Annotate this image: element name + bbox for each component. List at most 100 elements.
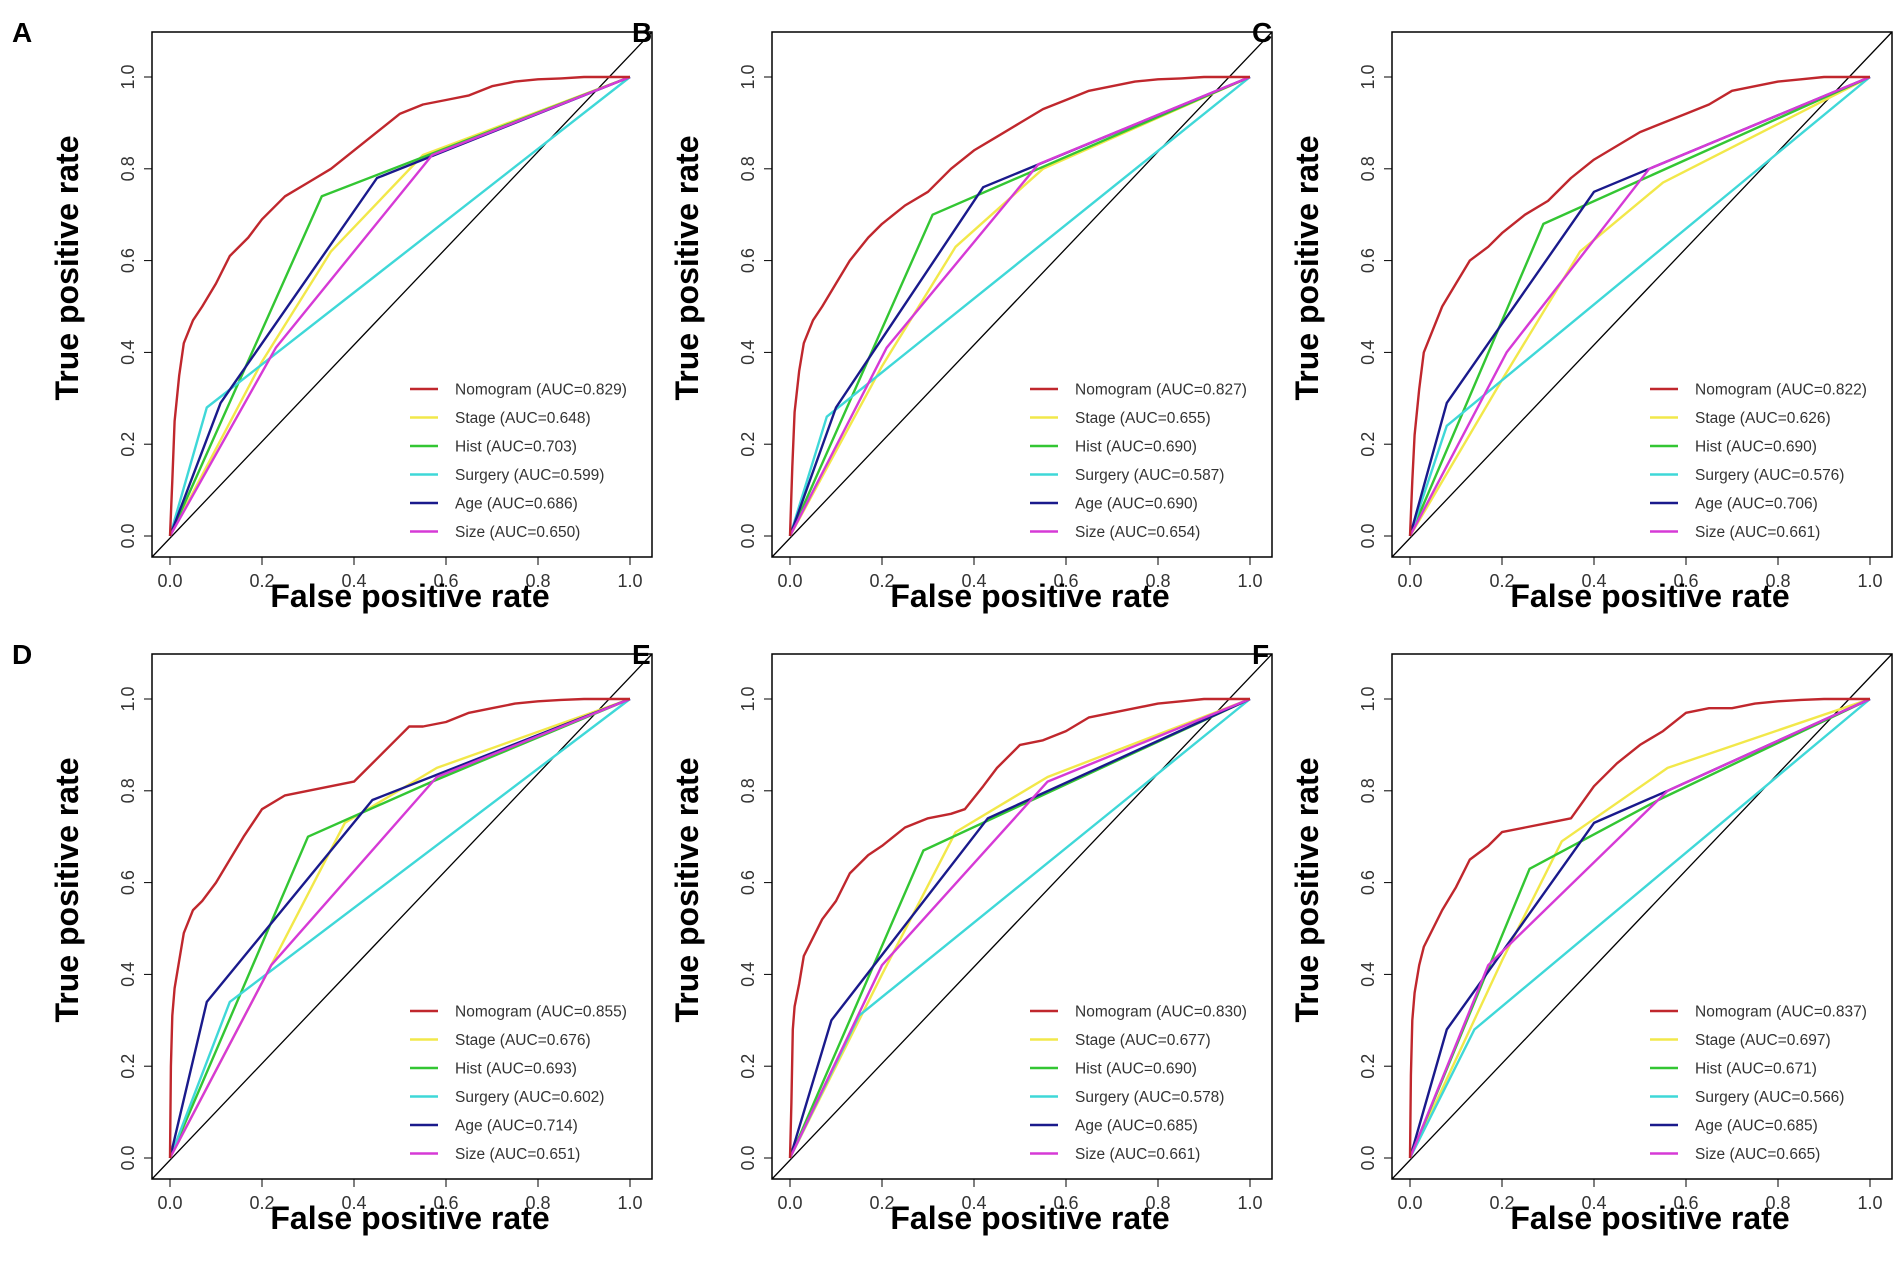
y-tick-label: 0.8 bbox=[1358, 778, 1378, 803]
series-line-size bbox=[1408, 75, 1871, 537]
y-tick-label: 0.6 bbox=[1358, 870, 1378, 895]
y-tick-label: 0.4 bbox=[1358, 340, 1378, 365]
y-tick-label: 0.2 bbox=[738, 1054, 758, 1079]
x-tick-label: 0.6 bbox=[1053, 1193, 1078, 1213]
y-axis: 0.0 0.2 0.4 0.6 0.8 1.0 bbox=[738, 64, 772, 549]
series-line-nomogram bbox=[1408, 75, 1870, 537]
legend-label-surgery: Surgery (AUC=0.599) bbox=[455, 467, 604, 484]
series-line-nomogram bbox=[168, 697, 630, 1159]
x-tick-label: 0.6 bbox=[433, 1193, 458, 1213]
y-tick-label: 0.0 bbox=[1358, 1145, 1378, 1170]
panel-a: A 0.0 0.2 0.4 0.6 0.8 1.0 0.0 0.2 0.4 0.6 0.8 1.0 Fal… bbox=[12, 17, 653, 614]
y-tick-label: 0.2 bbox=[1358, 432, 1378, 457]
y-tick-label: 0.4 bbox=[1358, 962, 1378, 987]
x-tick-label: 0.4 bbox=[1581, 1193, 1606, 1213]
y-tick-label: 0.6 bbox=[738, 870, 758, 895]
legend-label-hist: Hist (AUC=0.703) bbox=[455, 439, 577, 456]
panel-e: E 0.0 0.2 0.4 0.6 0.8 1.0 0.0 0.2 0.4 0.6 0.8 1.0 Fal… bbox=[632, 639, 1273, 1236]
panel-letter: C bbox=[1252, 17, 1272, 48]
x-tick-label: 0.4 bbox=[341, 1193, 366, 1213]
y-tick-label: 0.0 bbox=[118, 1145, 138, 1170]
x-tick-label: 0.0 bbox=[1397, 1193, 1422, 1213]
legend-label-nomogram: Nomogram (AUC=0.837) bbox=[1695, 1004, 1867, 1021]
legend: Nomogram (AUC=0.855) Stage (AUC=0.676) His… bbox=[410, 1004, 627, 1163]
series-line-size bbox=[168, 697, 631, 1159]
x-axis-title: False positive rate bbox=[270, 1200, 549, 1236]
y-axis: 0.0 0.2 0.4 0.6 0.8 1.0 bbox=[738, 686, 772, 1171]
series-line-size bbox=[788, 697, 1251, 1159]
legend-label-age: Age (AUC=0.685) bbox=[1695, 1118, 1818, 1135]
legend-label-size: Size (AUC=0.651) bbox=[455, 1146, 580, 1163]
panel-d: D 0.0 0.2 0.4 0.6 0.8 1.0 0.0 0.2 0.4 0.6 0.8 1.0 Fal… bbox=[12, 639, 653, 1236]
y-axis-title: True positive rate bbox=[669, 136, 705, 401]
panel-b: B 0.0 0.2 0.4 0.6 0.8 1.0 0.0 0.2 0.4 0.6 0.8 1.0 Fal… bbox=[632, 17, 1273, 614]
series-line-surgery bbox=[1408, 76, 1871, 537]
series-line-size bbox=[168, 75, 631, 537]
series-line-surgery bbox=[168, 76, 631, 537]
legend-label-nomogram: Nomogram (AUC=0.830) bbox=[1075, 1004, 1247, 1021]
series-line-surgery bbox=[788, 76, 1251, 537]
y-tick-label: 1.0 bbox=[1358, 64, 1378, 89]
y-axis-title: True positive rate bbox=[1289, 136, 1325, 401]
x-tick-label: 0.2 bbox=[249, 1193, 274, 1213]
series-line-stage bbox=[1408, 697, 1871, 1159]
series-line-size bbox=[1408, 697, 1871, 1159]
y-tick-label: 1.0 bbox=[1358, 686, 1378, 711]
y-tick-label: 0.6 bbox=[738, 248, 758, 273]
x-tick-label: 0.0 bbox=[777, 1193, 802, 1213]
legend-label-surgery: Surgery (AUC=0.576) bbox=[1695, 467, 1844, 484]
x-tick-label: 0.2 bbox=[249, 571, 274, 591]
y-tick-label: 1.0 bbox=[118, 686, 138, 711]
plot-frame bbox=[151, 653, 653, 1180]
x-tick-label: 1.0 bbox=[617, 571, 642, 591]
x-tick-label: 0.0 bbox=[157, 571, 182, 591]
legend-label-hist: Hist (AUC=0.690) bbox=[1075, 1061, 1197, 1078]
y-axis: 0.0 0.2 0.4 0.6 0.8 1.0 bbox=[118, 64, 152, 549]
y-axis: 0.0 0.2 0.4 0.6 0.8 1.0 bbox=[118, 686, 152, 1171]
y-axis-title: True positive rate bbox=[49, 758, 85, 1023]
legend-label-age: Age (AUC=0.686) bbox=[455, 496, 578, 513]
reference-diagonal bbox=[771, 653, 1273, 1180]
legend-label-size: Size (AUC=0.654) bbox=[1075, 524, 1200, 541]
legend-label-hist: Hist (AUC=0.671) bbox=[1695, 1061, 1817, 1078]
reference-diagonal bbox=[1391, 653, 1893, 1180]
legend-label-nomogram: Nomogram (AUC=0.822) bbox=[1695, 382, 1867, 399]
series-line-nomogram bbox=[1408, 697, 1870, 1159]
y-tick-label: 0.8 bbox=[1358, 156, 1378, 181]
y-tick-label: 0.0 bbox=[738, 1145, 758, 1170]
x-tick-label: 0.4 bbox=[961, 1193, 986, 1213]
x-tick-label: 1.0 bbox=[617, 1193, 642, 1213]
x-tick-label: 0.2 bbox=[869, 1193, 894, 1213]
series-line-surgery bbox=[1408, 698, 1871, 1159]
x-tick-label: 0.8 bbox=[1765, 1193, 1790, 1213]
x-tick-label: 0.4 bbox=[341, 571, 366, 591]
x-tick-label: 1.0 bbox=[1857, 1193, 1882, 1213]
y-tick-label: 0.4 bbox=[118, 340, 138, 365]
y-tick-label: 0.2 bbox=[118, 432, 138, 457]
panel-c: C 0.0 0.2 0.4 0.6 0.8 1.0 0.0 0.2 0.4 0.6 0.8 1.0 Fal… bbox=[1252, 17, 1893, 614]
legend-label-stage: Stage (AUC=0.655) bbox=[1075, 410, 1211, 427]
legend: Nomogram (AUC=0.837) Stage (AUC=0.697) His… bbox=[1650, 1004, 1867, 1163]
y-tick-label: 0.2 bbox=[118, 1054, 138, 1079]
legend-label-size: Size (AUC=0.661) bbox=[1075, 1146, 1200, 1163]
legend-label-surgery: Surgery (AUC=0.602) bbox=[455, 1089, 604, 1106]
legend-label-stage: Stage (AUC=0.697) bbox=[1695, 1032, 1831, 1049]
y-tick-label: 0.8 bbox=[738, 156, 758, 181]
legend-label-nomogram: Nomogram (AUC=0.855) bbox=[455, 1004, 627, 1021]
x-tick-label: 0.2 bbox=[1489, 571, 1514, 591]
y-tick-label: 0.8 bbox=[118, 778, 138, 803]
x-axis: 0.0 0.2 0.4 0.6 0.8 1.0 bbox=[1397, 1179, 1883, 1213]
y-tick-label: 0.2 bbox=[738, 432, 758, 457]
x-tick-label: 0.4 bbox=[961, 571, 986, 591]
legend-label-age: Age (AUC=0.690) bbox=[1075, 496, 1198, 513]
x-tick-label: 0.8 bbox=[525, 571, 550, 591]
x-axis-title: False positive rate bbox=[890, 1200, 1169, 1236]
reference-diagonal bbox=[1391, 31, 1893, 558]
x-tick-label: 1.0 bbox=[1237, 1193, 1262, 1213]
legend-label-surgery: Surgery (AUC=0.566) bbox=[1695, 1089, 1844, 1106]
reference-diagonal bbox=[151, 653, 653, 1180]
legend-label-surgery: Surgery (AUC=0.578) bbox=[1075, 1089, 1224, 1106]
x-axis: 0.0 0.2 0.4 0.6 0.8 1.0 bbox=[1397, 557, 1883, 591]
x-tick-label: 0.4 bbox=[1581, 571, 1606, 591]
